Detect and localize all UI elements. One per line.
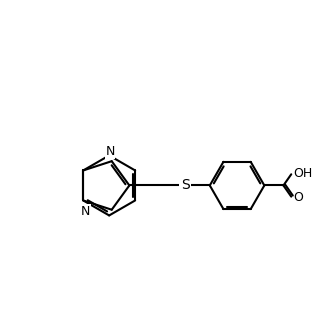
Text: OH: OH (293, 167, 313, 180)
Text: N: N (81, 205, 90, 218)
Text: N: N (105, 145, 115, 158)
Text: O: O (293, 191, 303, 204)
Text: S: S (181, 179, 190, 192)
